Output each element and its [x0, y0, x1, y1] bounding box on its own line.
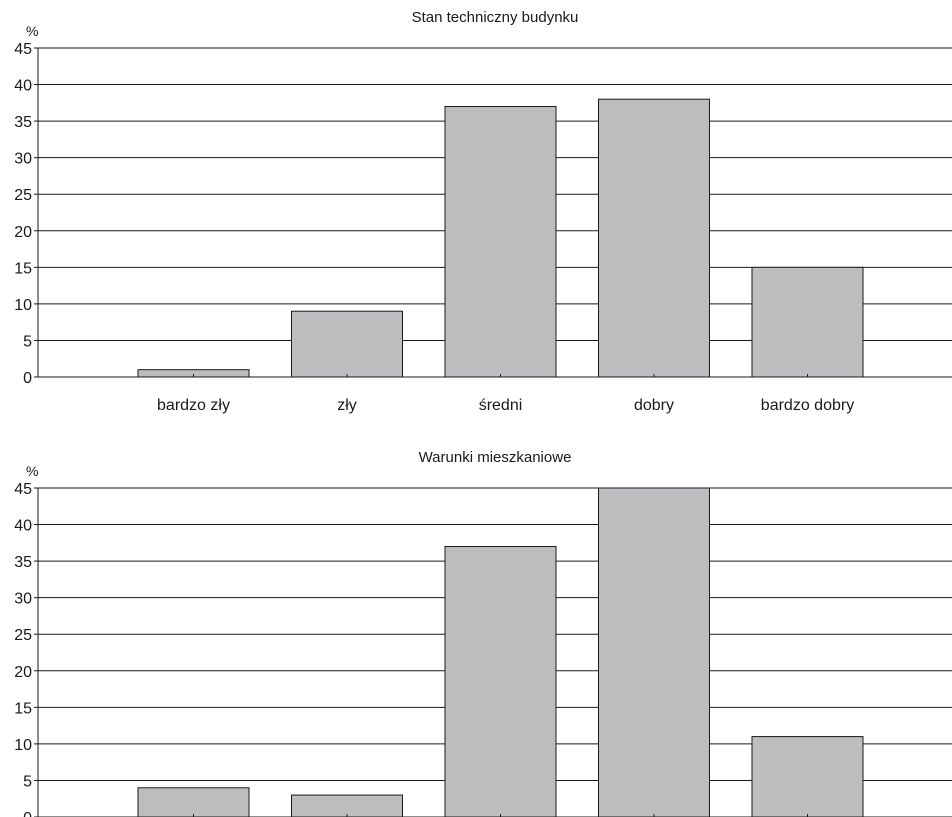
x-category-label: bardzo zły — [157, 397, 230, 414]
y-tick-label: 5 — [23, 773, 32, 790]
y-tick-label: 0 — [23, 370, 32, 387]
y-tick-label: 10 — [14, 737, 32, 754]
y-tick-label: 30 — [14, 151, 32, 168]
y-tick-label: 10 — [14, 297, 32, 314]
y-tick-label: 5 — [23, 333, 32, 350]
bar — [751, 736, 864, 817]
bar — [444, 105, 557, 378]
y-tick-label: 30 — [14, 591, 32, 608]
chart-title: Stan techniczny budynku — [412, 9, 579, 26]
y-tick-label: 20 — [14, 664, 32, 681]
y-tick-label: 15 — [14, 700, 32, 717]
y-tick-label: 40 — [14, 78, 32, 95]
y-axis-label: % — [26, 23, 38, 39]
x-category-label: średni — [479, 397, 523, 414]
x-category-label: zły — [337, 397, 357, 414]
y-tick-label: 45 — [14, 41, 32, 58]
bar — [598, 98, 710, 378]
bar — [751, 266, 864, 378]
bar — [444, 545, 557, 817]
bar — [291, 310, 403, 378]
y-tick-label: 15 — [14, 260, 32, 277]
y-tick-label: 45 — [14, 481, 32, 498]
y-tick-label: 25 — [14, 627, 32, 644]
bar — [137, 787, 250, 817]
chart-warunki-mieszkaniowe: Warunki mieszkaniowe % 0 5 10 15 20 25 30 35 40 4… — [14, 449, 952, 817]
y-tick-label: 20 — [14, 224, 32, 241]
y-tick-label: 35 — [14, 114, 32, 131]
y-tick-label: 25 — [14, 187, 32, 204]
bar — [291, 794, 403, 817]
y-axis-label: % — [26, 463, 38, 479]
bar — [598, 487, 710, 817]
x-category-label: dobry — [634, 397, 674, 414]
y-tick-label: 35 — [14, 554, 32, 571]
x-category-label: bardzo dobry — [761, 397, 854, 414]
y-tick-label: 40 — [14, 518, 32, 535]
chart-title: Warunki mieszkaniowe — [419, 449, 572, 466]
y-tick-label: 0 — [23, 810, 32, 817]
chart-stan-techniczny: Stan techniczny budynku % 0 5 10 15 20 25 30 35… — [14, 9, 952, 414]
